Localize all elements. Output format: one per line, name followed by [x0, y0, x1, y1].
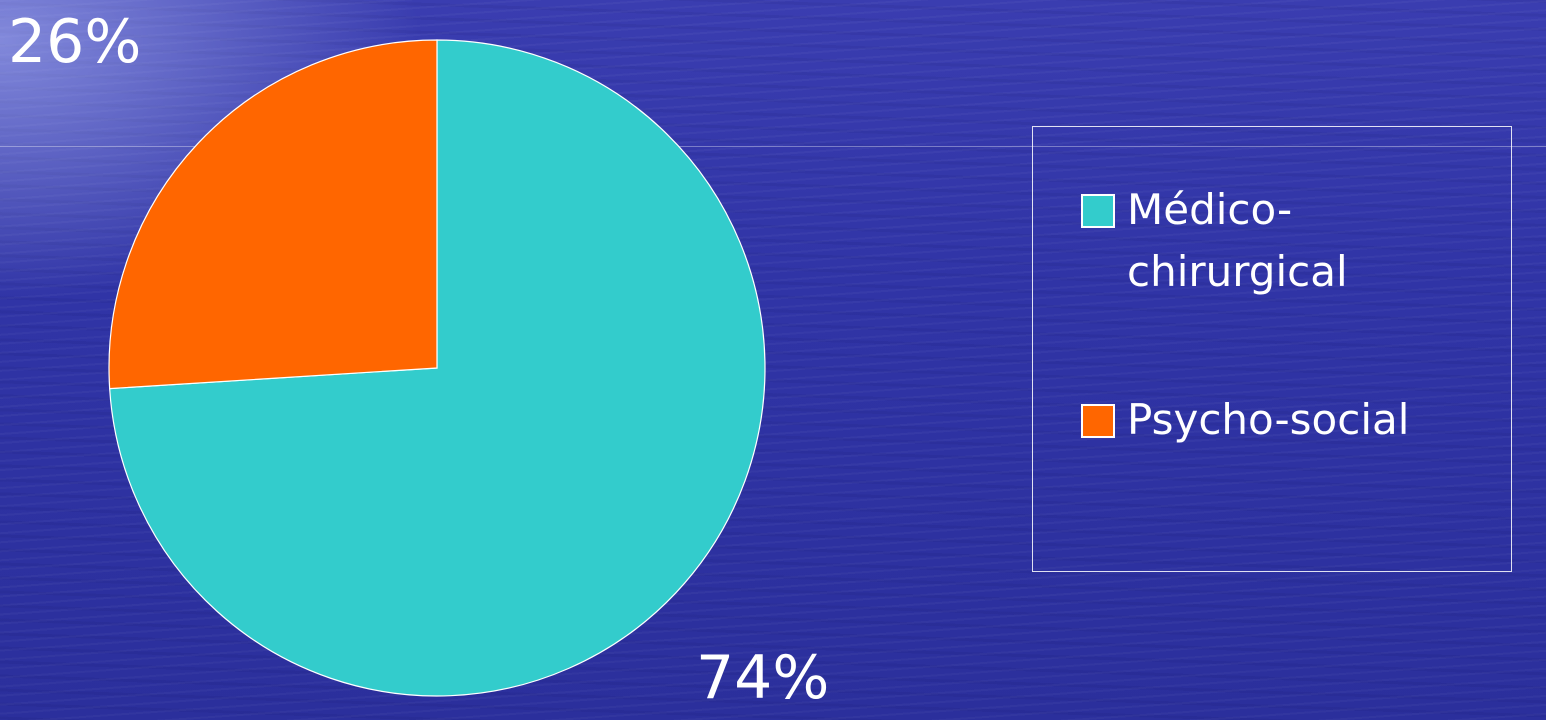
data-label-medico-chirurgical: 74%: [696, 643, 830, 713]
legend-swatch-psycho-social: [1081, 404, 1115, 438]
pie-slice-psycho-social: [108, 39, 438, 390]
legend-label-psycho-social: Psycho-social: [1127, 395, 1410, 444]
background-horizon-line: [0, 146, 1546, 147]
chart-legend: Médico- chirurgical Psycho-social: [1032, 126, 1512, 572]
data-label-psycho-social: 26%: [8, 7, 142, 77]
legend-item-medico-chirurgical: Médico- chirurgical: [1081, 179, 1457, 303]
legend-swatch-medico-chirurgical: [1081, 194, 1115, 228]
legend-label-medico-chirurgical: Médico- chirurgical: [1127, 185, 1348, 296]
legend-item-psycho-social: Psycho-social: [1081, 389, 1457, 451]
